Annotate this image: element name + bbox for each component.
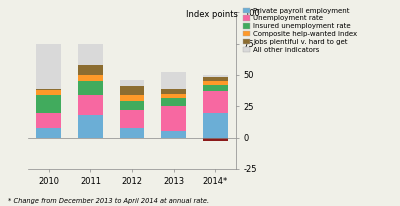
- Bar: [161, 94, 186, 97]
- Bar: [120, 86, 144, 95]
- Bar: [203, 91, 228, 112]
- Bar: [203, 75, 228, 77]
- Bar: [36, 90, 61, 95]
- Bar: [203, 138, 228, 141]
- Bar: [36, 128, 61, 138]
- Bar: [161, 106, 186, 131]
- Bar: [120, 110, 144, 128]
- Bar: [120, 128, 144, 138]
- Bar: [78, 44, 103, 65]
- Bar: [120, 95, 144, 101]
- Bar: [161, 97, 186, 106]
- Bar: [78, 75, 103, 81]
- Bar: [36, 112, 61, 128]
- Bar: [161, 89, 186, 94]
- Bar: [78, 81, 103, 95]
- Bar: [161, 73, 186, 89]
- Bar: [120, 80, 144, 86]
- Bar: [78, 65, 103, 75]
- Bar: [36, 95, 61, 112]
- Bar: [120, 101, 144, 110]
- Bar: [203, 77, 228, 81]
- Bar: [36, 44, 61, 89]
- Bar: [203, 81, 228, 85]
- Bar: [203, 112, 228, 138]
- Bar: [78, 95, 103, 115]
- Text: Index points: Index points: [186, 10, 238, 19]
- Legend: Private payroll employment, Unemployment rate, Insured unemployment rate, Compos: Private payroll employment, Unemployment…: [244, 8, 357, 53]
- Bar: [203, 85, 228, 91]
- Bar: [78, 115, 103, 138]
- Bar: [161, 131, 186, 138]
- Text: * Change from December 2013 to April 2014 at annual rate.: * Change from December 2013 to April 201…: [8, 198, 209, 204]
- Bar: [36, 89, 61, 90]
